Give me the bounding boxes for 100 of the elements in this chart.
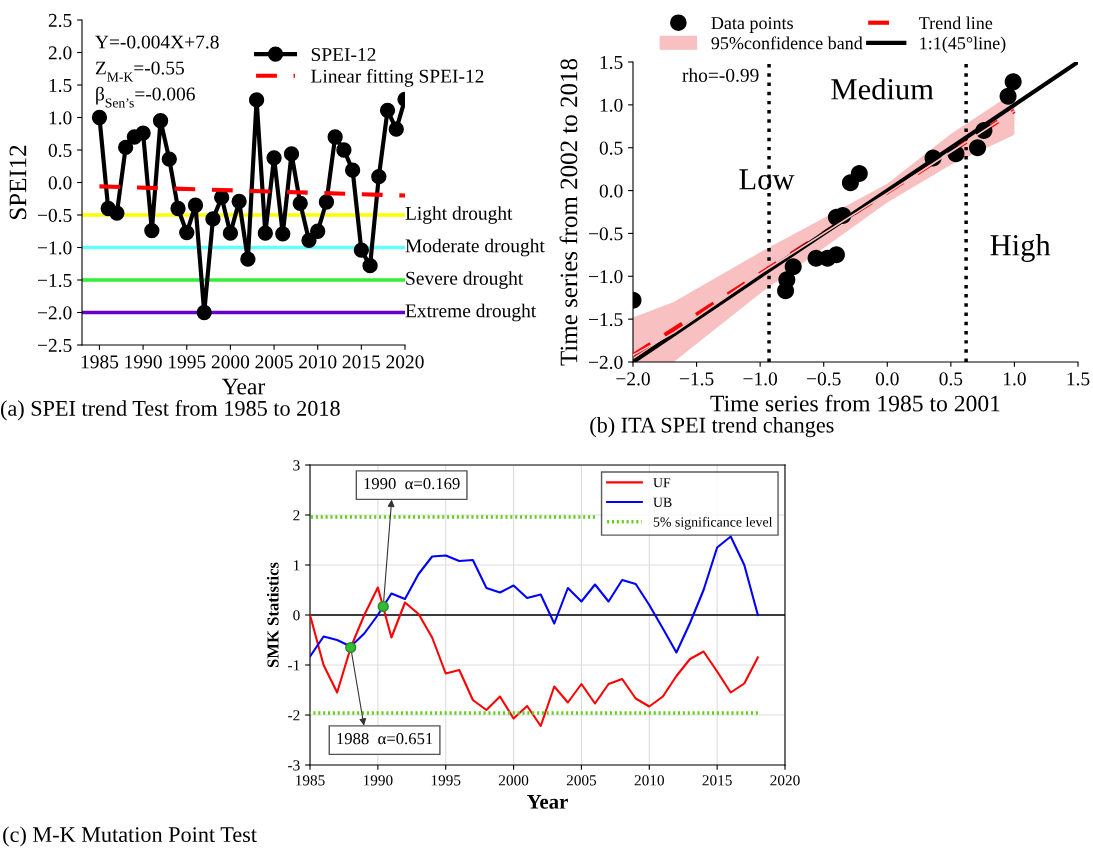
x-tick-label: 1985 [81, 355, 119, 369]
annotation: Low [739, 169, 795, 190]
x-tick-label: 2005 [566, 775, 597, 786]
x-tick-label: 2010 [299, 355, 337, 369]
legend-label: Data points [711, 17, 793, 33]
point [388, 121, 404, 137]
x-tick-label: 0.5 [939, 372, 963, 386]
point [371, 169, 387, 185]
y-tick-label: 2 [293, 510, 300, 521]
point [827, 246, 845, 264]
y-tick-label: 0 [293, 610, 300, 621]
legend-label: Trend line [919, 16, 993, 30]
y-tick-label: 0.5 [599, 141, 623, 155]
point [379, 102, 396, 118]
point [327, 129, 343, 145]
x-tick-label: 2000 [498, 775, 529, 786]
point [1004, 73, 1022, 91]
y-tick-label: −1.0 [588, 270, 623, 284]
x-axis-title: Year [222, 378, 266, 395]
point [248, 92, 265, 108]
point [152, 113, 169, 129]
y-tick-label: 1.5 [49, 78, 72, 93]
annotation: Medium [831, 78, 934, 100]
point [362, 258, 378, 274]
point [969, 139, 987, 157]
x-tick-label: 2015 [702, 775, 732, 786]
x-tick-label: 2020 [770, 775, 800, 786]
point [850, 164, 868, 182]
y-tick-label: 1.0 [600, 98, 623, 112]
y-tick-label: 0.0 [599, 184, 623, 198]
x-tick-label: 2000 [211, 355, 250, 369]
y-tick-label: 1.5 [600, 55, 623, 70]
line-series [310, 586, 759, 728]
legend-label: 95%confidence band [711, 36, 863, 50]
legend-label: Linear fitting SPEI-12 [311, 68, 484, 87]
x-tick-label: 1990 [363, 775, 393, 786]
y-tick-label: −0.5 [37, 208, 72, 223]
y-axis-title: SPEI12 [9, 145, 27, 220]
annotation: 1988 α=0.651 [337, 733, 433, 745]
ref-line-label: Light drought [405, 206, 513, 224]
x-tick-label: 0.0 [875, 372, 899, 386]
point [187, 197, 204, 213]
y-tick-label: -2 [288, 710, 300, 721]
point [222, 225, 239, 241]
point [353, 242, 369, 258]
point [266, 150, 282, 166]
y-tick-label: −2.5 [37, 338, 72, 353]
y-tick-label: −1.5 [588, 313, 623, 327]
annotation: High [990, 234, 1051, 262]
point [196, 304, 212, 321]
legend-label: 1:1(45°line) [920, 36, 1006, 53]
x-tick-label: 2020 [386, 355, 424, 369]
y-tick-label: -1 [288, 660, 300, 671]
y-axis-title: Time series from 2002 to 2018 [559, 58, 578, 366]
legend-label: UB [653, 497, 672, 507]
x-tick-label: −2.0 [616, 372, 650, 386]
x-tick-label: −1.0 [743, 372, 778, 386]
x-axis-title: Time series from 1985 to 2001 [710, 394, 1000, 412]
point [310, 223, 326, 239]
point [275, 226, 291, 242]
point [170, 200, 186, 217]
point [179, 224, 195, 241]
x-tick-label: 1995 [431, 775, 461, 786]
x-tick-label: −1.5 [679, 372, 714, 386]
point [301, 232, 317, 248]
y-tick-label: 2.0 [48, 46, 72, 60]
x-tick-label: −0.5 [807, 372, 841, 386]
annotation: 1990 α=0.169 [364, 478, 460, 490]
x-tick-label: 1.5 [1067, 372, 1090, 386]
ref-line-label: Severe drought [406, 271, 524, 289]
x-tick-label: 2015 [342, 355, 381, 369]
point [283, 146, 300, 162]
ref-line-label: Extreme drought [405, 303, 537, 322]
x-tick-label: 1985 [296, 775, 325, 786]
point [214, 189, 230, 206]
legend-label: UF [653, 478, 671, 488]
x-tick-label: 1995 [169, 355, 206, 369]
line-series [310, 535, 759, 658]
x-tick-label: 2005 [255, 355, 293, 369]
point [135, 125, 151, 141]
point [318, 194, 335, 210]
text: (b) ITA SPEI trend changes [590, 417, 834, 438]
text: (c) M-K Mutation Point Test [3, 826, 257, 847]
point [999, 87, 1017, 105]
x-tick-label: 2010 [634, 775, 664, 786]
y-tick-label: −0.5 [588, 227, 623, 241]
point [109, 205, 125, 221]
annotation: Y=-0.004X+7.8 [95, 35, 219, 49]
point [231, 193, 247, 209]
x-tick-label: 1.0 [1003, 372, 1026, 386]
y-axis-title: SMK Statistics [266, 562, 279, 668]
annotation: ZM-K=-0.55 [95, 61, 184, 82]
x-axis-title: Year [527, 794, 568, 809]
point [336, 142, 352, 158]
x-tick-label: 1990 [125, 355, 162, 369]
point [344, 162, 361, 178]
y-tick-label: −1.5 [37, 273, 72, 288]
legend-label: SPEI-12 [311, 47, 376, 62]
point [784, 258, 802, 276]
y-tick-label: 2.5 [48, 13, 72, 28]
